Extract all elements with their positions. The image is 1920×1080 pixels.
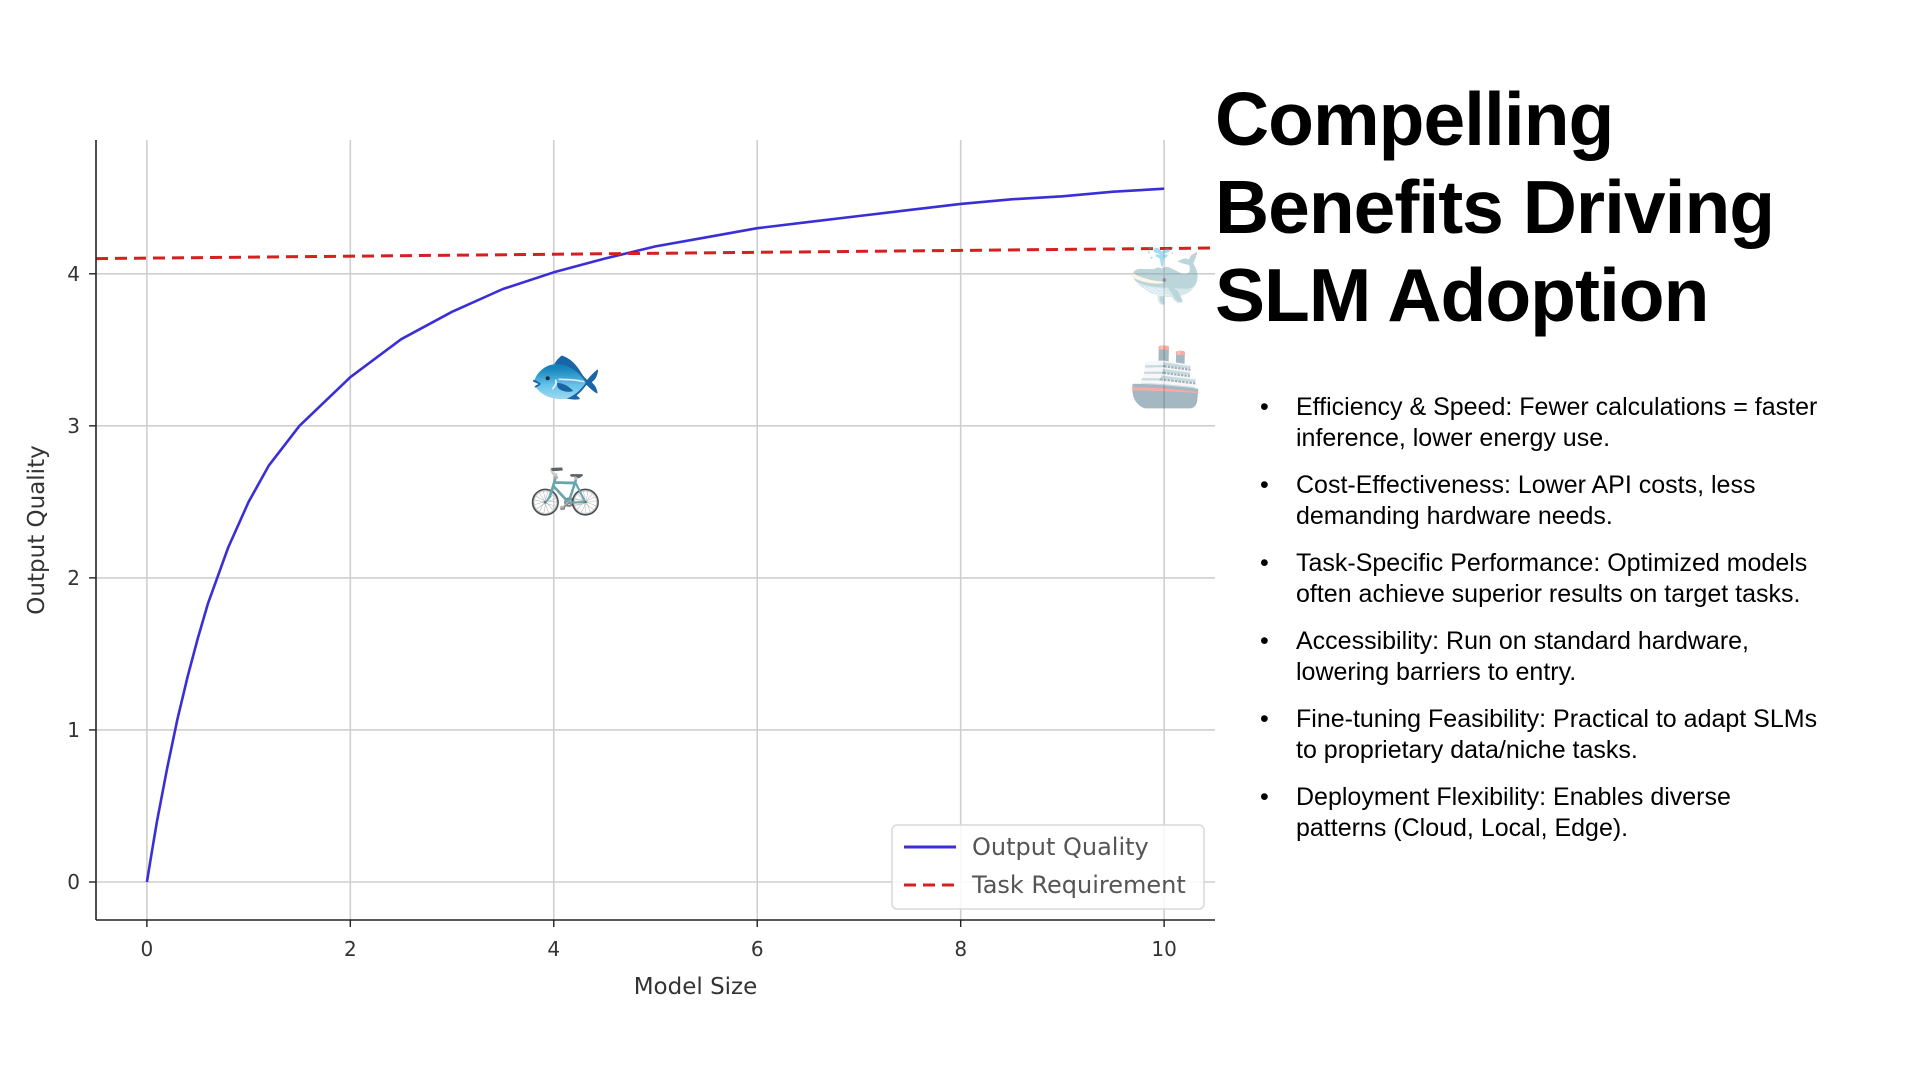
y-tick-label: 3 xyxy=(67,414,80,438)
fish-icon: 🐟 xyxy=(527,341,603,412)
bicycle-icon: 🚲 xyxy=(527,447,603,518)
axes xyxy=(95,140,1215,921)
y-tick-label: 2 xyxy=(67,566,80,590)
chart: 0 2 4 6 8 10 0 1 2 3 4 Model Size Output Quality O… xyxy=(24,140,1215,1000)
whale-icon: 🐳 xyxy=(1128,242,1203,313)
benefit-item: Cost-Effectiveness: Lower API costs, les… xyxy=(1260,470,1820,532)
x-tick-label: 0 xyxy=(140,937,153,961)
benefit-item: Task-Specific Performance: Optimized mod… xyxy=(1260,548,1820,610)
x-tick-label: 10 xyxy=(1151,937,1176,961)
benefits-list: Efficiency & Speed: Fewer calculations =… xyxy=(1260,392,1820,860)
series-line-task-requirement xyxy=(95,246,1215,261)
tick-labels: 0 2 4 6 8 10 0 1 2 3 4 xyxy=(67,262,1177,961)
x-tick-label: 6 xyxy=(751,937,764,961)
legend: Output Quality Task Requirement xyxy=(891,824,1205,910)
benefit-item: Deployment Flexibility: Enables diverse … xyxy=(1260,782,1820,844)
ship-icon: 🚢 xyxy=(1128,341,1203,412)
legend-box xyxy=(891,824,1205,910)
slide-title: Compelling Benefits Driving SLM Adoption xyxy=(1215,77,1775,337)
legend-label-task-requirement: Task Requirement xyxy=(971,871,1186,899)
legend-label-output-quality: Output Quality xyxy=(972,833,1149,861)
benefit-item: Accessibility: Run on standard hardware,… xyxy=(1260,626,1820,688)
chart-svg: 0 2 4 6 8 10 0 1 2 3 4 Model Size Output Quality O… xyxy=(24,140,1215,1000)
y-tick-label: 1 xyxy=(67,718,80,742)
benefit-item: Fine-tuning Feasibility: Practical to ad… xyxy=(1260,704,1820,766)
benefit-item: Efficiency & Speed: Fewer calculations =… xyxy=(1260,392,1820,454)
series-layer xyxy=(95,187,1215,883)
y-axis-label: Output Quality xyxy=(24,445,50,614)
y-tick-label: 0 xyxy=(67,870,80,894)
grid xyxy=(96,140,1215,920)
series-line-output-quality xyxy=(145,187,1165,883)
x-tick-label: 4 xyxy=(547,937,560,961)
x-tick-label: 2 xyxy=(344,937,357,961)
y-tick-label: 4 xyxy=(67,262,80,286)
x-axis-label: Model Size xyxy=(634,974,758,1000)
x-tick-label: 8 xyxy=(954,937,967,961)
